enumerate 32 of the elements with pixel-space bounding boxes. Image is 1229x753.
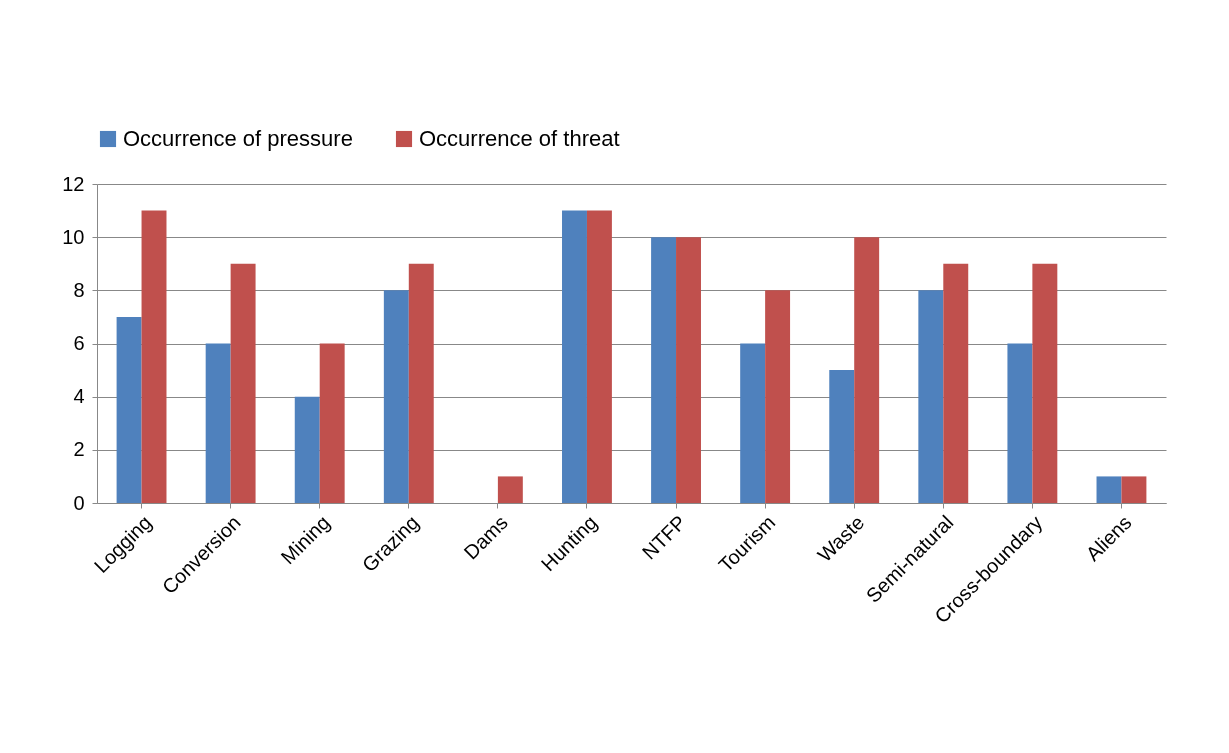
y-tick-label: 6 [73,332,85,354]
bar [651,237,677,503]
bar [562,210,587,503]
bar [205,343,231,503]
bar [294,396,320,503]
bar [586,210,612,503]
bar [1121,476,1147,503]
bar [740,343,766,503]
bar [676,237,701,503]
bar [319,343,345,503]
bar [854,237,880,503]
legend-label: Occurrence of threat [419,126,620,151]
legend-label: Occurrence of pressure [123,126,353,151]
bar [1096,476,1122,503]
y-tick-label: 2 [73,438,85,461]
bar [943,263,969,503]
bar [918,290,944,503]
bar [230,263,256,503]
bar [497,476,523,503]
bar [1032,263,1058,503]
y-tick-label: 12 [62,172,85,195]
bar [765,290,791,503]
bar [383,290,409,503]
y-tick-label: 0 [73,491,85,514]
bar [141,210,167,503]
y-tick-label: 4 [73,385,85,408]
y-tick-label: 10 [62,225,85,248]
bar [116,316,142,503]
bar [408,263,434,503]
y-tick-label: 8 [73,278,85,301]
bar [1007,343,1033,503]
bar [829,370,855,503]
